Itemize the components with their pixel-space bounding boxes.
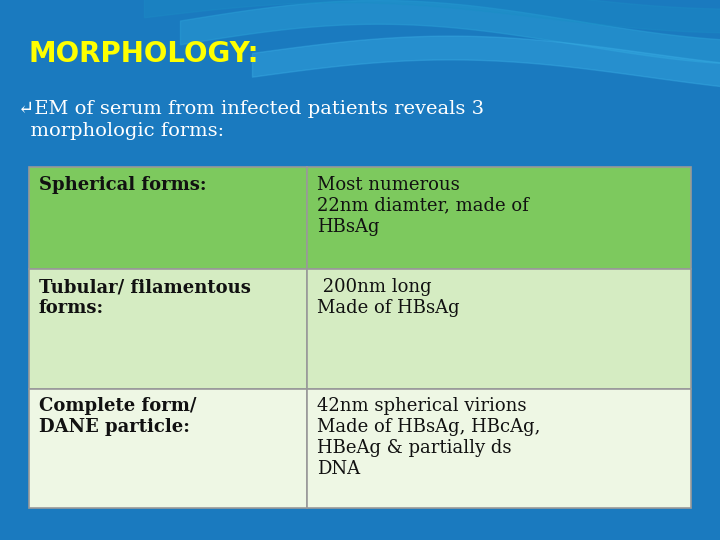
Text: morphologic forms:: morphologic forms: (18, 122, 224, 139)
Bar (307, 269, 691, 389)
Text: Spherical forms:: Spherical forms: (39, 176, 207, 194)
Text: MORPHOLOGY:: MORPHOLOGY: (29, 40, 259, 69)
Text: Tubular/ filamentous
forms:: Tubular/ filamentous forms: (39, 278, 251, 317)
Bar (307, 167, 691, 269)
Bar (29, 389, 307, 508)
Text: ↵EM of serum from infected patients reveals 3: ↵EM of serum from infected patients reve… (18, 100, 484, 118)
Text: 200nm long
Made of HBsAg: 200nm long Made of HBsAg (317, 278, 459, 317)
Bar (307, 389, 691, 508)
Text: Complete form/
DANE particle:: Complete form/ DANE particle: (39, 397, 197, 436)
Bar (29, 269, 307, 389)
Bar (29, 167, 307, 269)
Text: Most numerous
22nm diamter, made of
HBsAg: Most numerous 22nm diamter, made of HBsA… (317, 176, 528, 235)
Text: 42nm spherical virions
Made of HBsAg, HBcAg,
HBeAg & partially ds
DNA: 42nm spherical virions Made of HBsAg, HB… (317, 397, 541, 477)
